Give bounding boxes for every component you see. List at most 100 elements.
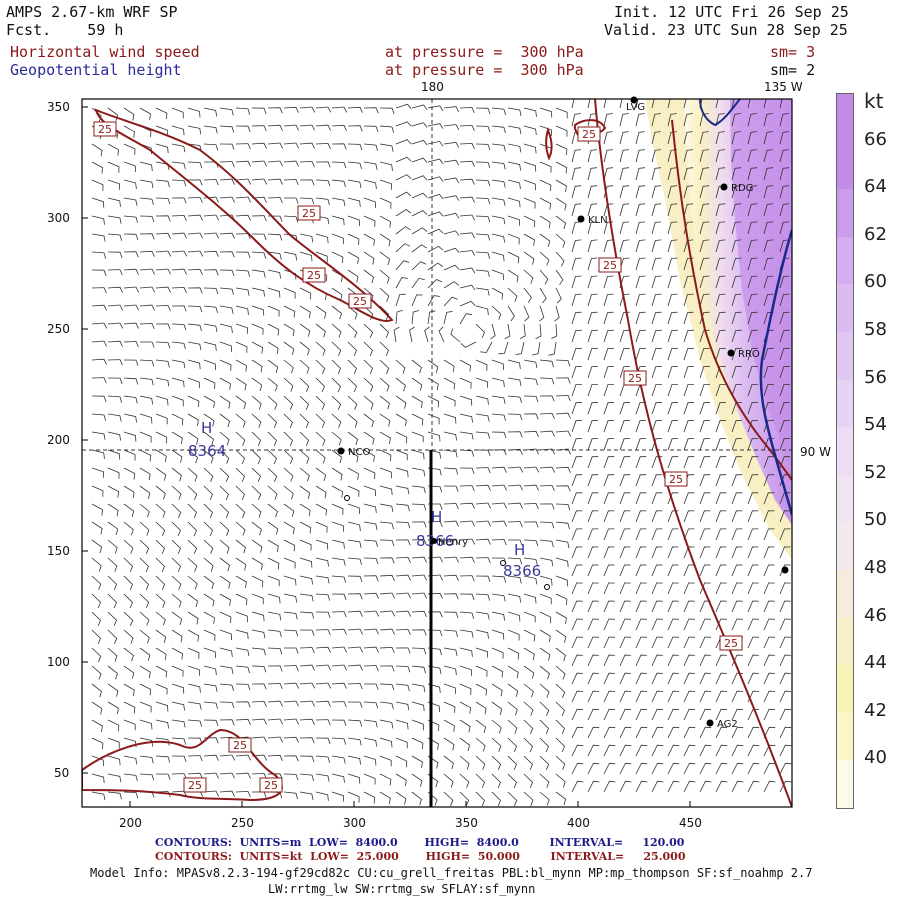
- wind-barb: [507, 665, 519, 679]
- wind-barb: [283, 773, 299, 781]
- wind-barb: [699, 510, 711, 523]
- wind-barb: [619, 131, 629, 145]
- wind-barb: [619, 528, 631, 541]
- wind-barb: [187, 575, 198, 590]
- wind-barb: [763, 726, 776, 739]
- wind-barb: [779, 293, 790, 307]
- wind-barb: [699, 708, 712, 721]
- wind-barb: [267, 178, 283, 185]
- wind-barb: [635, 438, 647, 451]
- wind-barb: [603, 582, 615, 595]
- wind-barb: [187, 413, 199, 426]
- wind-barb: [539, 359, 554, 368]
- wind-barb: [635, 99, 639, 109]
- wind-barb: [187, 323, 202, 332]
- wind-barb: [491, 305, 502, 320]
- wind-barb: [123, 791, 139, 799]
- wind-barb: [731, 185, 742, 199]
- station-label: NCO: [348, 447, 370, 458]
- field2-level: at pressure = 300 hPa: [385, 61, 584, 79]
- wind-barb: [555, 251, 565, 267]
- wind-barb: [331, 305, 342, 320]
- wind-barb: [651, 690, 664, 703]
- wind-barb: [539, 107, 553, 118]
- wind-barb: [91, 143, 103, 157]
- y-tick-label: 300: [47, 211, 70, 225]
- wind-barb: [315, 124, 331, 131]
- wind-barb: [203, 772, 219, 779]
- colorbar-tick-label: 64: [864, 176, 887, 198]
- wind-barb: [123, 233, 139, 241]
- wind-barb: [411, 485, 426, 494]
- wind-barb: [507, 521, 523, 528]
- contours-low-label: LOW=: [310, 850, 349, 863]
- wind-barb: [139, 413, 153, 424]
- wind-barb: [443, 665, 457, 675]
- wind-barb: [667, 456, 679, 469]
- wind-barb: [603, 438, 615, 451]
- wind-barb: [587, 618, 599, 631]
- wind-barb: [571, 690, 584, 703]
- wind-barb: [219, 395, 231, 409]
- wind-barb: [107, 719, 120, 732]
- wind-barb: [651, 618, 663, 631]
- wind-barb: [683, 99, 687, 109]
- wind-barb: [475, 611, 490, 620]
- wind-barb: [747, 185, 758, 199]
- wind-barb: [715, 131, 725, 145]
- wind-barb: [267, 359, 279, 374]
- wind-barb: [459, 160, 475, 167]
- wind-barb: [491, 359, 504, 370]
- wind-barb: [411, 377, 423, 391]
- wind-barb: [251, 611, 265, 622]
- wind-barb: [171, 125, 185, 136]
- x-tick-label: 400: [567, 816, 590, 830]
- wind-barb: [363, 215, 376, 227]
- wind-barb: [331, 628, 347, 635]
- wind-barb: [251, 431, 262, 447]
- wind-barb: [235, 287, 250, 296]
- wind-barb: [331, 377, 341, 393]
- wind-barb: [747, 510, 759, 523]
- wind-barb: [443, 195, 460, 201]
- wind-barb: [651, 365, 662, 379]
- wind-barb: [379, 683, 395, 691]
- wind-barb: [299, 682, 315, 689]
- wind-barb: [187, 196, 203, 204]
- wind-barb: [443, 467, 459, 475]
- wind-barb: [508, 539, 523, 546]
- wind-barb: [683, 402, 695, 415]
- wind-barb: [235, 395, 247, 410]
- wind-barb: [763, 510, 775, 523]
- wind-barb: [411, 175, 428, 181]
- pressure-highs: H 8364 H 8366 H 8366: [188, 419, 541, 580]
- wind-barb: [491, 377, 505, 387]
- wind-barb: [219, 683, 234, 692]
- wind-barb: [779, 510, 791, 523]
- wind-barb: [155, 629, 167, 643]
- wind-barb: [235, 178, 251, 185]
- wind-barb: [187, 125, 202, 135]
- wind-barb: [427, 262, 444, 271]
- wind-barb: [123, 485, 135, 499]
- wind-barb: [763, 185, 774, 199]
- wind-barb: [347, 106, 363, 113]
- wind-barb: [379, 323, 389, 339]
- wind-barb: [603, 546, 615, 559]
- wind-barb: [347, 449, 359, 463]
- wind-barb: [123, 521, 134, 536]
- wind-barb: [539, 179, 552, 192]
- wind-barb: [267, 323, 280, 336]
- wind-barb: [619, 239, 630, 253]
- wind-barb: [267, 467, 278, 482]
- wind-barb: [331, 485, 344, 498]
- wind-barb: [123, 197, 138, 206]
- wind-barb: [251, 754, 267, 761]
- wind-barb: [731, 203, 742, 217]
- wind-barb: [395, 309, 403, 325]
- wind-barb: [283, 557, 296, 569]
- wind-barb: [139, 107, 151, 120]
- wind-barb: [251, 647, 266, 656]
- wind-barb: [715, 708, 728, 721]
- wind-barb: [443, 395, 456, 407]
